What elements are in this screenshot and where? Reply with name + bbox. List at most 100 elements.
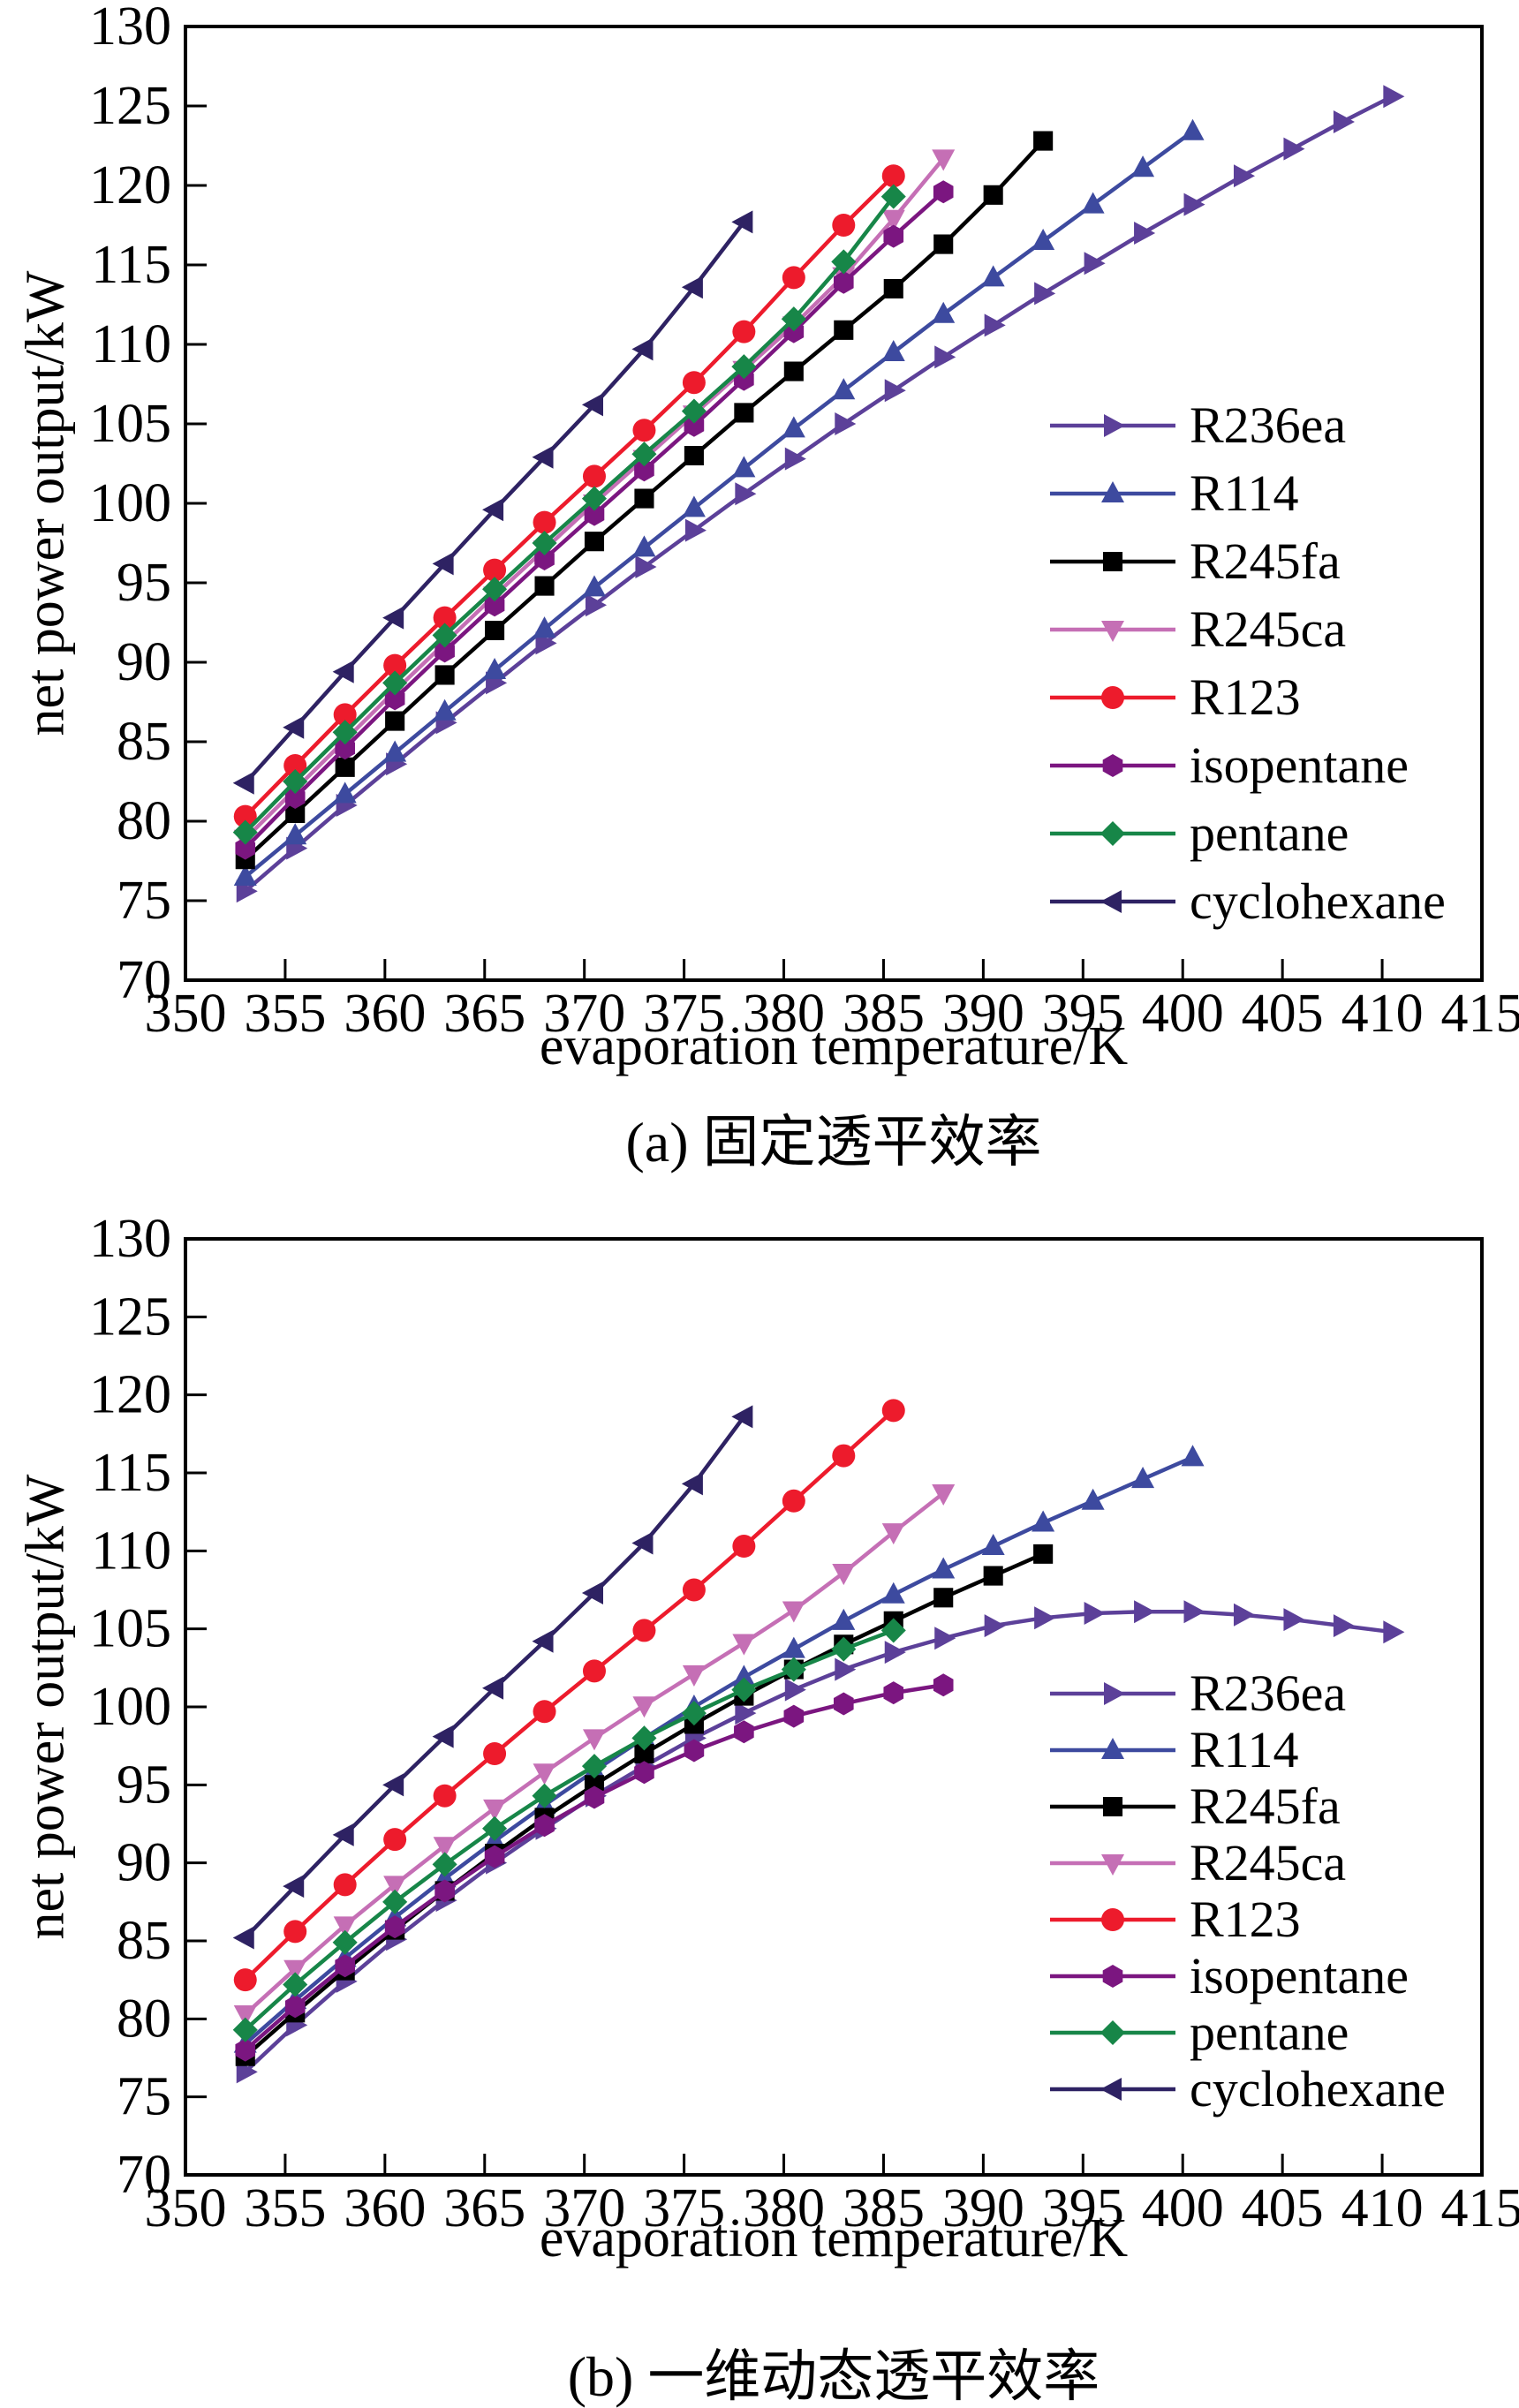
legend-label-cyclohexane: cyclohexane	[1190, 872, 1446, 930]
series-R114-chart-a	[233, 118, 1205, 887]
x-tick-label: 395	[1042, 984, 1124, 1044]
legend-item-isopentane-chart-b: isopentane	[1047, 1948, 1446, 2004]
chart-b-frame	[184, 1237, 1484, 2177]
legend-item-R245ca-chart-a: R245ca	[1047, 595, 1446, 663]
chart-a-frame	[184, 25, 1484, 982]
y-tick-label: 95	[117, 1755, 171, 1815]
legend-marker-R236ea	[1050, 413, 1175, 437]
y-tick-label: 115	[91, 235, 171, 295]
legend-marker-R245fa	[1050, 1796, 1175, 1817]
legend-marker-R245ca	[1050, 1853, 1175, 1876]
x-tick-label: 350	[145, 2178, 227, 2238]
legend-marker-R114	[1050, 480, 1175, 502]
legend-item-cyclohexane-chart-a: cyclohexane	[1047, 867, 1446, 935]
legend-item-R236ea-chart-b: R236ea	[1047, 1665, 1446, 1722]
y-tick-label: 130	[89, 0, 171, 57]
x-tick-label: 350	[145, 984, 227, 1044]
legend-label-R245ca: R245ca	[1190, 600, 1347, 658]
series-pentane-chart-b	[232, 1618, 906, 2042]
chart-b-caption: (b) 一维动态透平效率	[567, 2345, 1100, 2408]
legend-marker-R123	[1050, 1908, 1175, 1931]
series-R245fa-chart-a	[235, 131, 1054, 870]
series-isopentane-chart-b	[235, 1673, 954, 2062]
y-tick-label: 120	[89, 1365, 171, 1425]
y-tick-label: 85	[117, 712, 171, 772]
y-tick-label: 80	[117, 791, 171, 851]
legend-label-R245ca: R245ca	[1190, 1834, 1347, 1891]
x-tick-label: 375	[643, 2178, 725, 2238]
series-R123-chart-a	[233, 164, 905, 828]
legend-item-R123-chart-b: R123	[1047, 1891, 1446, 1948]
legend-label-pentane: pentane	[1190, 2004, 1349, 2061]
legend-marker-pentane	[1050, 820, 1175, 846]
chart-a-caption: (a) 固定透平效率	[625, 1111, 1042, 1174]
chart-a: 350 355 360 365 370 375 380 385 390 395 400 405 410 4…	[89, 0, 1519, 1044]
legend-marker-cyclohexane	[1050, 889, 1175, 913]
y-tick-label: 85	[117, 1911, 171, 1971]
legend-marker-pentane	[1050, 2019, 1175, 2046]
series-cyclohexane-chart-b	[232, 1405, 753, 1950]
x-tick-label: 415	[1441, 984, 1519, 1044]
x-tick-label: 410	[1341, 2178, 1424, 2238]
y-tick-label: 130	[89, 1209, 171, 1269]
chart-b-x-axis-label: evaporation temperature/K	[539, 2208, 1129, 2268]
x-tick-label: 370	[543, 2178, 625, 2238]
legend-label-cyclohexane: cyclohexane	[1190, 2060, 1446, 2117]
legend-marker-isopentane	[1050, 753, 1175, 777]
y-tick-label: 95	[117, 553, 171, 613]
series-R245ca-chart-b	[233, 1483, 956, 2027]
y-tick-label: 90	[117, 1833, 171, 1893]
y-tick-label: 70	[117, 950, 171, 1010]
chart-b-legend: R236ea R114 R245fa R245ca R123 isopentane pent…	[1047, 1665, 1446, 2117]
y-tick-label: 100	[89, 473, 171, 533]
x-tick-label: 365	[443, 984, 525, 1044]
legend-item-R236ea-chart-a: R236ea	[1047, 391, 1446, 459]
y-tick-label: 105	[89, 394, 171, 454]
legend-marker-R245ca	[1050, 620, 1175, 642]
x-tick-label: 380	[743, 984, 825, 1044]
x-tick-label: 410	[1341, 984, 1424, 1044]
chart-a-ticks: 350 355 360 365 370 375 380 385 390 395 400 405 410 4…	[89, 0, 1519, 1044]
legend-label-R236ea: R236ea	[1190, 1664, 1347, 1722]
y-tick-label: 125	[89, 1287, 171, 1347]
legend-label-R245fa: R245fa	[1190, 1778, 1341, 1835]
legend-item-R245fa-chart-b: R245fa	[1047, 1778, 1446, 1835]
legend-item-pentane-chart-a: pentane	[1047, 799, 1446, 867]
x-tick-label: 405	[1242, 2178, 1324, 2238]
legend-marker-R236ea	[1050, 1682, 1175, 1705]
chart-b-ticks: 350 355 360 365 370 375 380 385 390 395 400 405 410 4…	[89, 1209, 1519, 2238]
legend-marker-R245fa	[1050, 551, 1175, 571]
y-tick-label: 75	[117, 2067, 171, 2127]
y-tick-label: 100	[89, 1677, 171, 1737]
chart-a-y-axis-label: net power output/kW	[15, 270, 76, 736]
chart-a-x-axis-label: evaporation temperature/K	[539, 1016, 1129, 1076]
series-isopentane-chart-a	[235, 180, 954, 860]
legend-label-isopentane: isopentane	[1190, 1947, 1409, 2004]
x-tick-label: 390	[942, 2178, 1024, 2238]
y-tick-label: 110	[91, 1521, 171, 1581]
x-tick-label: 400	[1142, 984, 1224, 1044]
legend-marker-R114	[1050, 1737, 1175, 1760]
y-tick-label: 80	[117, 1989, 171, 2049]
x-tick-label: 385	[843, 984, 925, 1044]
y-tick-label: 120	[89, 155, 171, 215]
series-pentane-chart-a	[232, 184, 906, 845]
legend-label-R236ea: R236ea	[1190, 396, 1347, 454]
x-tick-label: 385	[843, 2178, 925, 2238]
chart-b-y-axis-label: net power output/kW	[15, 1474, 76, 1940]
legend-marker-R123	[1050, 685, 1175, 709]
y-tick-label: 90	[117, 632, 171, 692]
x-tick-label: 355	[244, 984, 326, 1044]
x-tick-label: 355	[244, 2178, 326, 2238]
legend-marker-cyclohexane	[1050, 2078, 1175, 2101]
legend-label-R245fa: R245fa	[1190, 532, 1341, 590]
y-tick-label: 105	[89, 1599, 171, 1659]
x-tick-label: 365	[443, 2178, 525, 2238]
x-tick-label: 375	[643, 984, 725, 1044]
legend-label-R114: R114	[1190, 464, 1299, 522]
chart-b: 350 355 360 365 370 375 380 385 390 395 400 405 410 4…	[89, 1209, 1519, 2238]
y-tick-label: 125	[89, 76, 171, 136]
legend-label-isopentane: isopentane	[1190, 736, 1409, 794]
